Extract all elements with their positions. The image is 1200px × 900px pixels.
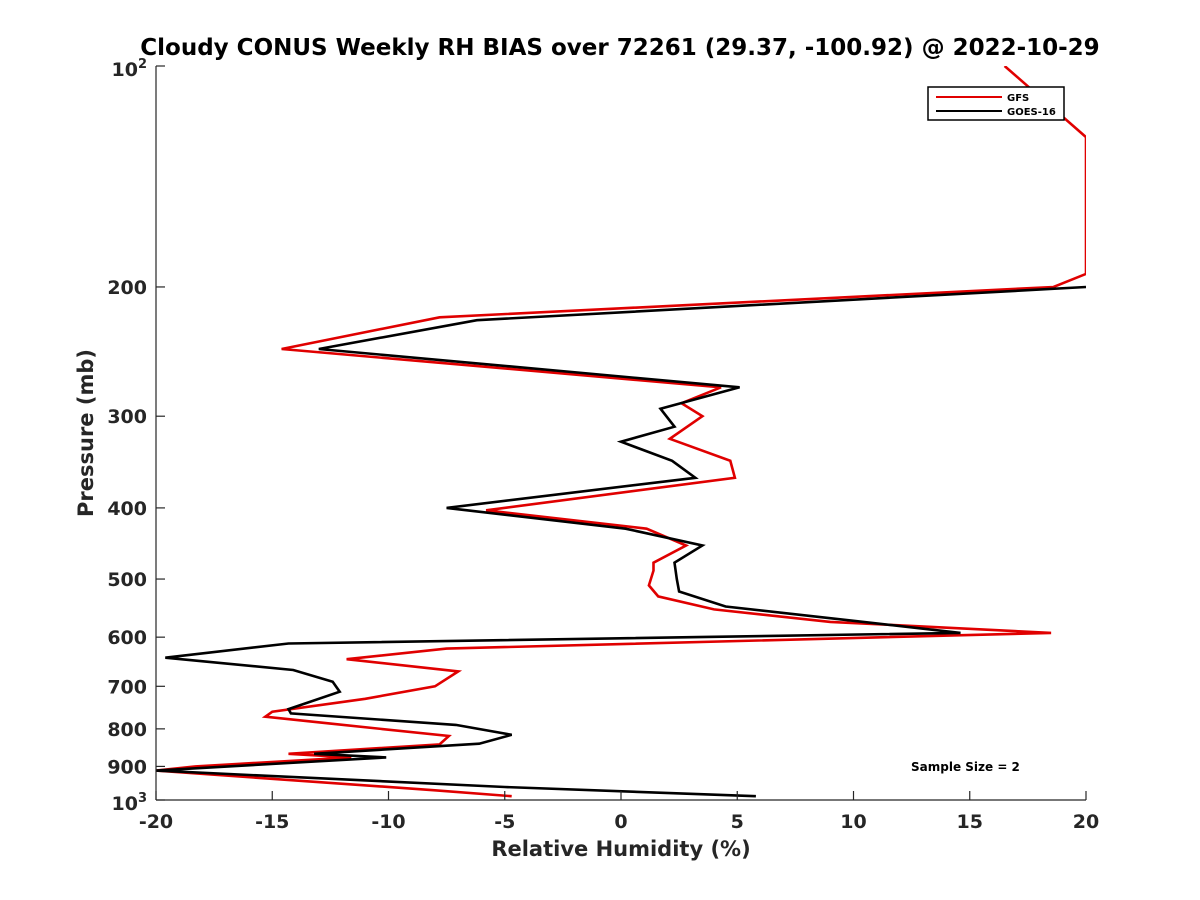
- x-tick-label: 20: [1073, 811, 1099, 833]
- x-tick-label: 15: [957, 811, 983, 833]
- y-tick-label: 200: [107, 277, 147, 299]
- sample-size-annotation: Sample Size = 2: [911, 760, 1020, 774]
- legend-box: [927, 86, 1065, 121]
- y-tick-label: 900: [107, 756, 147, 778]
- y-axis-label: Pressure (mb): [74, 349, 98, 517]
- y-tick-label: 300: [107, 406, 147, 428]
- legend-label-goes16: GOES-16: [1007, 107, 1056, 118]
- chart-title: Cloudy CONUS Weekly RH BIAS over 72261 (…: [140, 35, 1099, 61]
- x-tick-label: -15: [255, 811, 289, 833]
- x-axis-label: Relative Humidity (%): [491, 837, 750, 861]
- y-tick-label: 102: [112, 57, 148, 81]
- legend: GFS GOES-16: [927, 86, 1065, 121]
- y-tick-label: 700: [107, 676, 147, 698]
- x-tick-label: 5: [731, 811, 744, 833]
- series-layer: [156, 66, 1086, 798]
- legend-label-gfs: GFS: [1007, 93, 1029, 104]
- y-tick-label: 400: [107, 498, 147, 520]
- x-ticks: -20 -15 -10 -5 0 5 10 15 20: [139, 791, 1099, 833]
- x-tick-label: -5: [494, 811, 515, 833]
- y-tick-label: 103: [112, 791, 148, 815]
- y-ticks: 102 200 300 400 500 600 700 800 900 103: [107, 57, 165, 815]
- x-tick-label: 10: [840, 811, 866, 833]
- x-tick-label: -20: [139, 811, 173, 833]
- y-tick-label: 500: [107, 569, 147, 591]
- series-line-gfs: [156, 66, 1086, 798]
- axes: [155, 66, 1086, 801]
- series-line-goes16: [156, 285, 1086, 798]
- y-tick-label: 600: [107, 627, 147, 649]
- x-tick-label: 0: [614, 811, 627, 833]
- x-tick-label: -10: [371, 811, 405, 833]
- y-tick-label: 800: [107, 719, 147, 741]
